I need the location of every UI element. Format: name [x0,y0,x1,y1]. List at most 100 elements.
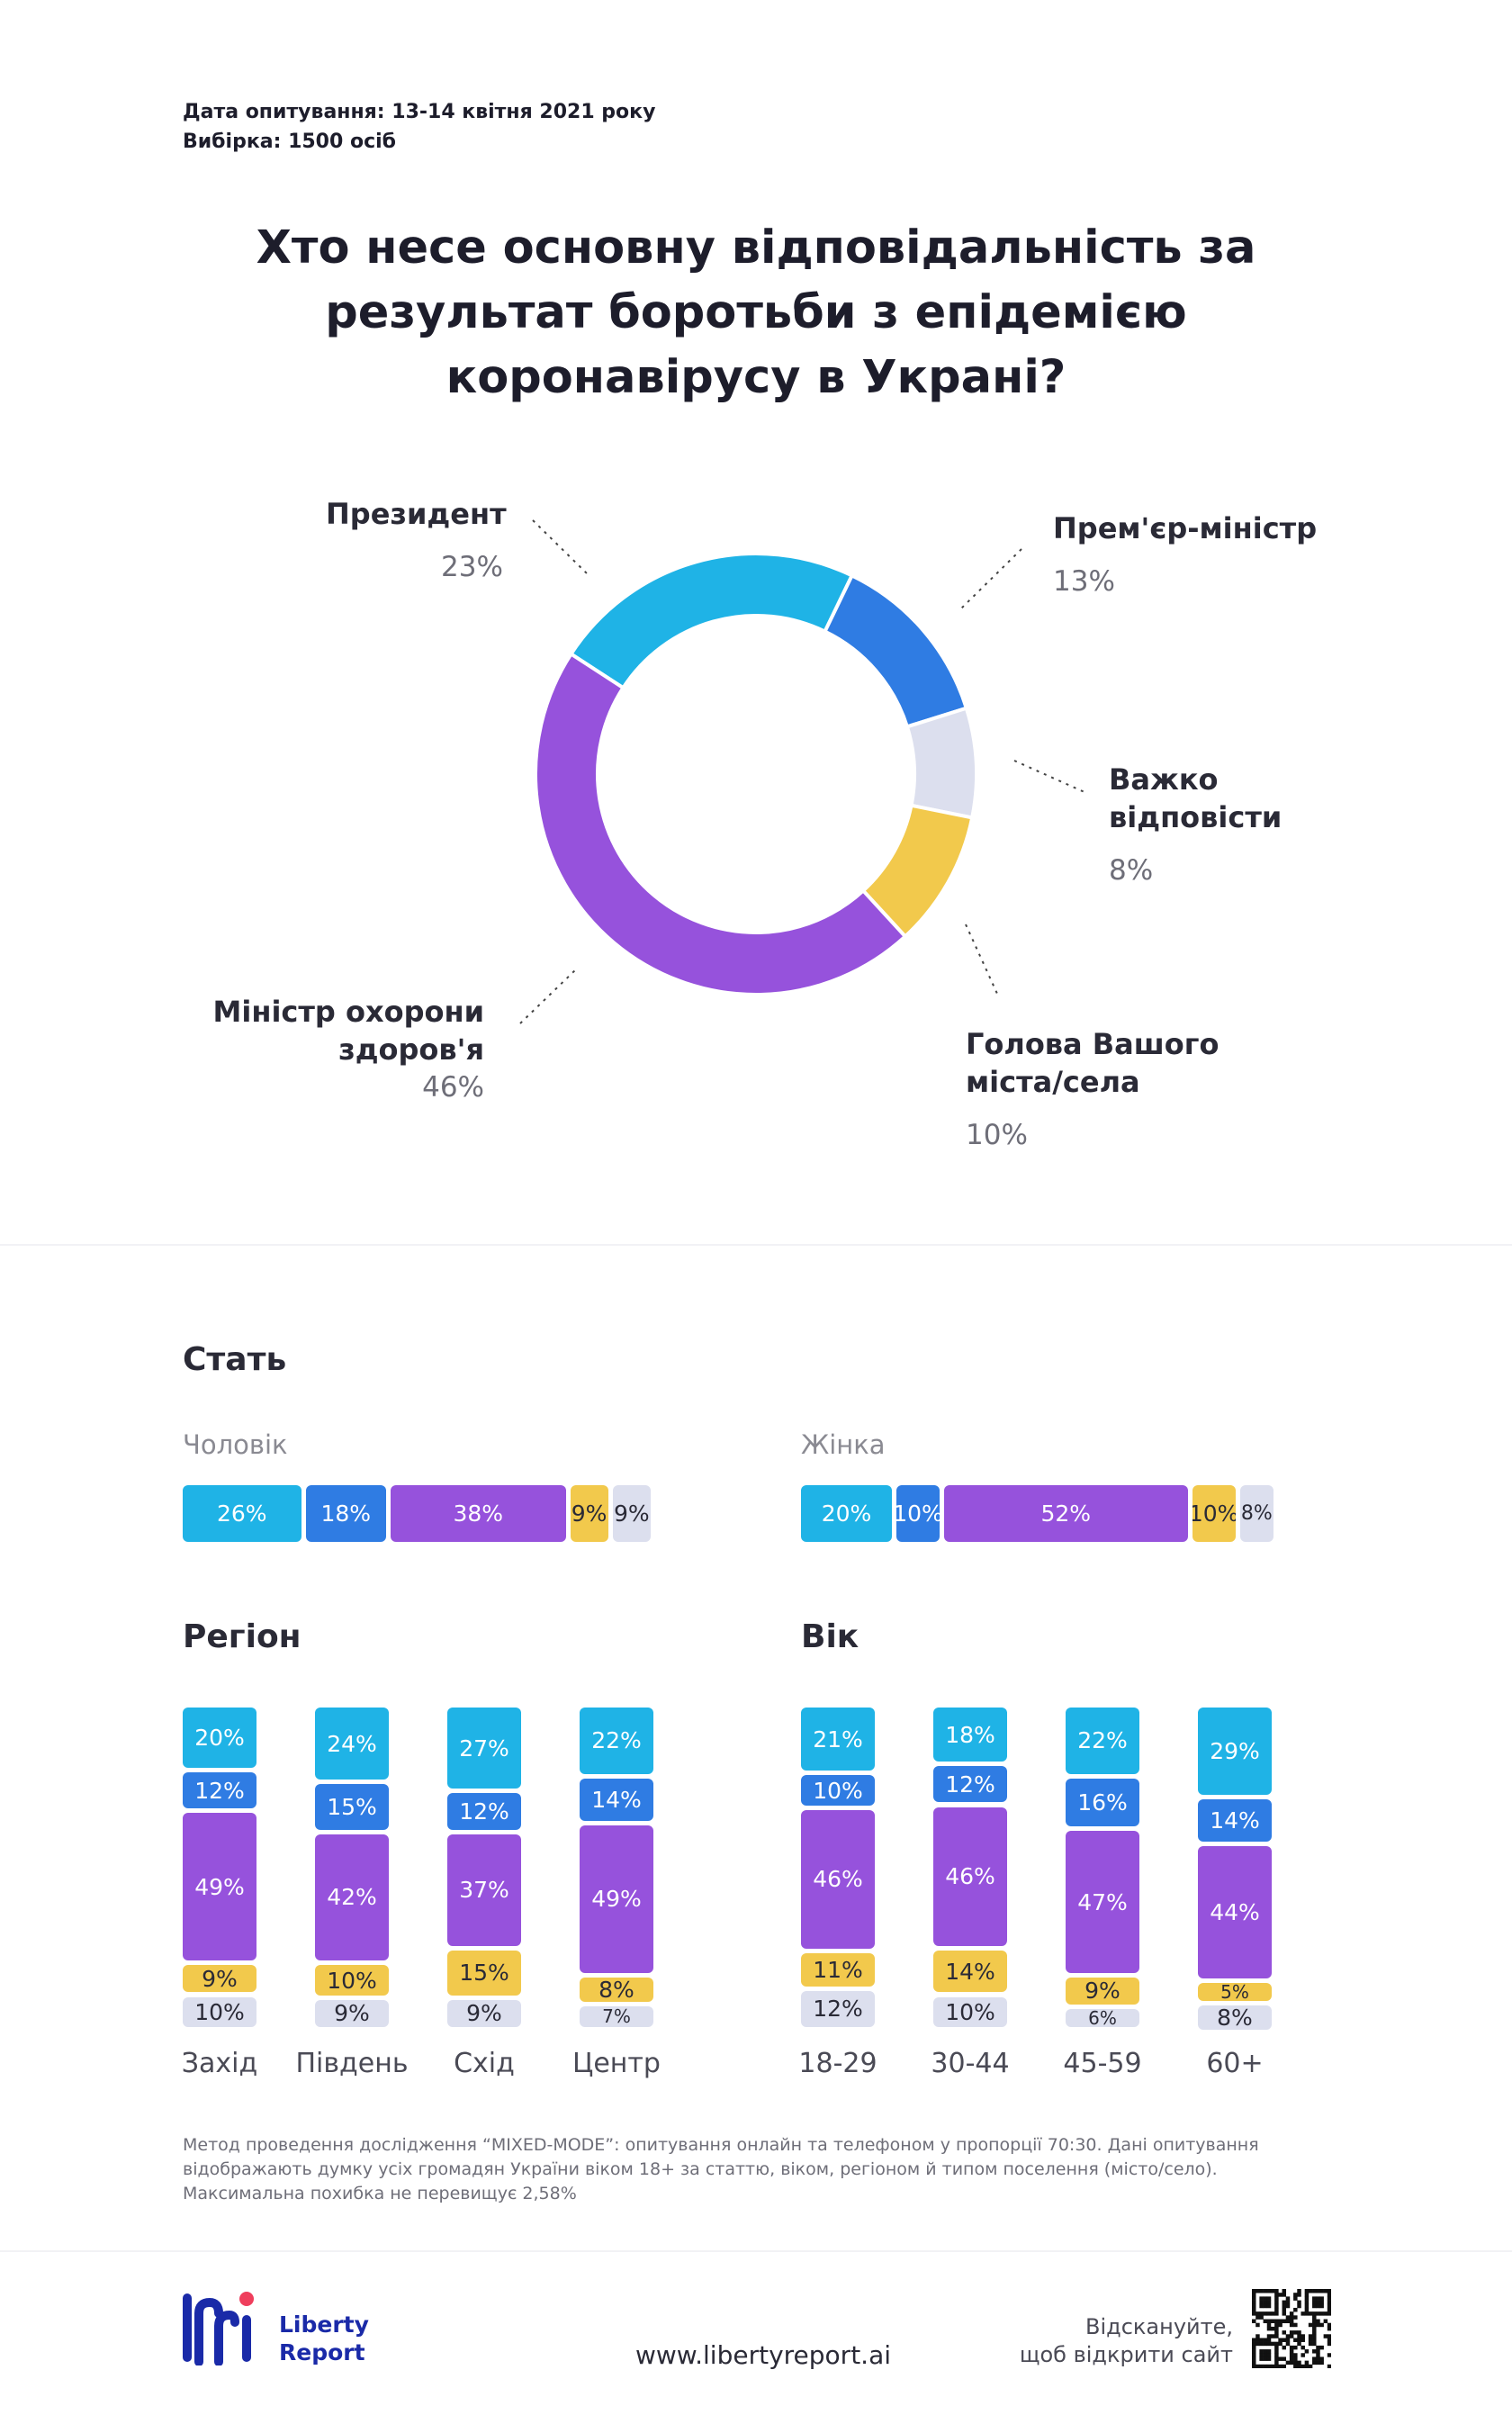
website-link[interactable]: www.libertyreport.ai [635,2340,892,2370]
age-category-label: 30-44 [931,2048,1010,2079]
donut-slice-pm [822,572,969,729]
region-bar-3-president: 22% [580,1708,653,1774]
label-president: Президент [326,497,507,531]
region-title: Регіон [183,1618,302,1655]
gender-bar-female-health: 52% [944,1485,1188,1542]
age-category-label: 45-59 [1063,2048,1142,2079]
region-bar-3-pm: 14% [580,1778,653,1821]
gender-female-label: Жінка [801,1429,886,1460]
region-category-label: Центр [572,2048,661,2079]
region-bar-0-hard: 10% [183,1996,256,2027]
region-bar-0-president: 20% [183,1708,256,1768]
method-note: Метод проведення дослідження “MIXED-MODE… [183,2133,1299,2206]
scan-line-1: Відскануйте, [1085,2314,1233,2339]
age-bar-1-health: 46% [933,1807,1007,1946]
page-title: Хто несе основну відповідальність за рез… [126,216,1386,410]
survey-date: Дата опитування: 13-14 квітня 2021 року [183,101,656,123]
region-bar-3-health: 49% [580,1825,653,1973]
gender-bar-male-health: 38% [391,1485,566,1542]
age-title: Вік [801,1618,860,1655]
qr-code-icon[interactable] [1252,2289,1331,2368]
leader-line-hard [1013,760,1085,793]
label-health-2: здоров'я [338,1032,484,1067]
pct-hard: 8% [1109,854,1154,887]
leader-line-health [519,968,578,1024]
age-bar-3-president: 29% [1198,1708,1272,1796]
method-line-1: Метод проведення дослідження “MIXED-MODE… [183,2135,1259,2155]
region-bar-1-health: 42% [315,1834,389,1961]
title-line-1: Хто несе основну відповідальність за [256,221,1256,275]
age-bar-0-pm: 10% [801,1775,875,1806]
region-bar-3-hard: 7% [580,2005,653,2027]
age-bar-2-hard: 6% [1066,2008,1139,2027]
gender-title: Стать [183,1341,287,1378]
label-mayor-2: міста/села [966,1065,1140,1099]
leader-line-president [532,519,590,577]
brand-line-1: Liberty [279,2311,369,2338]
region-bar-0-health: 49% [183,1813,256,1961]
age-bar-3-pm: 14% [1198,1799,1272,1843]
gender-bar-male-mayor: 9% [570,1485,608,1542]
age-bar-1-mayor: 14% [933,1950,1007,1993]
label-hard-2: відповісти [1109,800,1282,834]
age-bar-2-president: 22% [1066,1708,1139,1774]
gender-bar-female-hard: 8% [1239,1485,1274,1542]
region-bar-0-mayor: 9% [183,1965,256,1993]
age-bar-3-hard: 8% [1198,2005,1272,2031]
age-bar-3-mayor: 5% [1198,1983,1272,2002]
region-category-label: Південь [295,2048,409,2079]
age-bar-3-health: 44% [1198,1846,1272,1979]
title-line-3: коронавірусу в Украні? [446,351,1066,404]
label-health-1: Міністр охорони [212,995,484,1029]
gender-bar-male-hard: 9% [612,1485,651,1542]
method-line-2: відображають думку усіх громадян України… [183,2159,1218,2179]
divider-bottom [0,2250,1512,2252]
age-bar-2-pm: 16% [1066,1778,1139,1827]
region-category-label: Захід [181,2048,258,2079]
pct-president: 23% [441,551,503,583]
age-bar-1-pm: 12% [933,1766,1007,1803]
donut-slice-hard [904,706,979,820]
label-mayor-1: Голова Вашого [966,1027,1220,1061]
gender-bar-female-president: 20% [801,1485,892,1542]
age-category-label: 60+ [1206,2048,1264,2079]
age-bar-2-health: 47% [1066,1831,1139,1973]
title-line-2: результат боротьби з епідемією [325,286,1187,339]
age-bar-1-president: 18% [933,1708,1007,1762]
region-bar-1-pm: 15% [315,1784,389,1830]
age-bar-0-health: 46% [801,1809,875,1949]
age-bar-2-mayor: 9% [1066,1977,1139,2005]
donut-chart [519,519,1085,1024]
age-bar-0-president: 21% [801,1708,875,1771]
method-line-3: Максимальна похибка не перевищує 2,58% [183,2184,577,2203]
region-bar-2-mayor: 15% [447,1950,521,1996]
gender-bar-female-pm: 10% [896,1485,940,1542]
gender-bar-male-president: 26% [183,1485,302,1542]
region-bar-0-pm: 12% [183,1772,256,1809]
region-bar-2-president: 27% [447,1708,521,1789]
leader-line-pm [960,548,1022,609]
sample-size: Вибірка: 1500 осіб [183,131,397,153]
age-category-label: 18-29 [798,2048,878,2079]
pct-mayor: 10% [966,1119,1028,1151]
age-bar-0-mayor: 11% [801,1952,875,1987]
gender-male-label: Чоловік [183,1429,288,1460]
pct-health: 46% [422,1071,484,1104]
label-hard-1: Важко [1109,762,1219,797]
scan-line-2: щоб відкрити сайт [1019,2342,1233,2367]
region-bar-2-pm: 12% [447,1793,521,1830]
region-bar-3-mayor: 8% [580,1977,653,2002]
region-bar-2-health: 37% [447,1834,521,1946]
brand-line-2: Report [279,2339,365,2365]
age-bar-0-hard: 12% [801,1990,875,2027]
age-bar-1-hard: 10% [933,1996,1007,2027]
donut-slice-health [534,651,908,996]
leader-line-mayor [965,924,998,995]
region-bar-1-hard: 9% [315,1999,389,2027]
label-pm: Прем'єр-міністр [1053,511,1318,545]
divider-top [0,1244,1512,1246]
region-bar-1-mayor: 10% [315,1965,389,1996]
region-bar-1-president: 24% [315,1708,389,1780]
donut-slice-president [568,552,855,690]
region-bar-2-hard: 9% [447,1999,521,2027]
